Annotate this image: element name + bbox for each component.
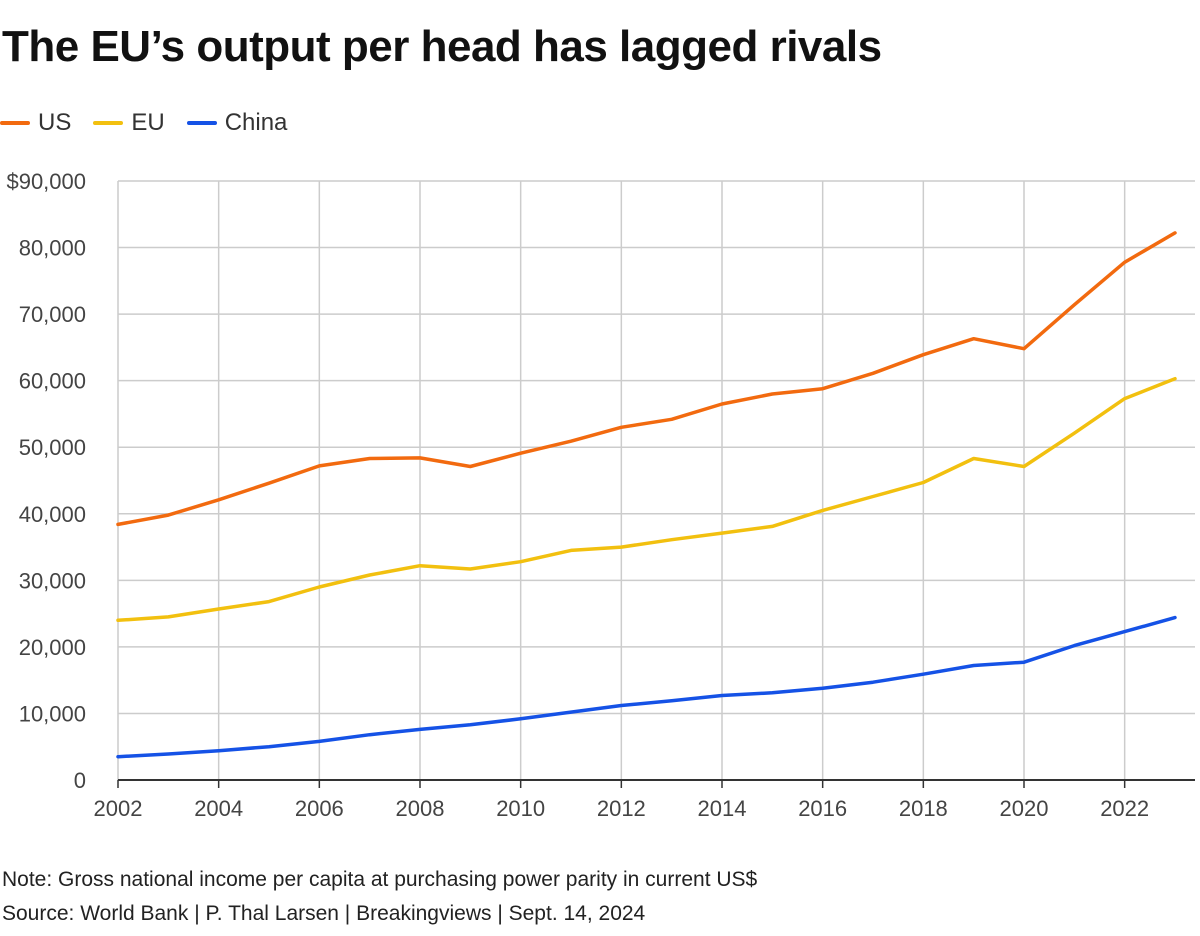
y-tick-label: 10,000 xyxy=(19,701,86,726)
x-tick-label: 2008 xyxy=(396,796,445,821)
series-line-china xyxy=(116,615,1177,759)
x-tick-label: 2016 xyxy=(798,796,847,821)
y-tick-label: 50,000 xyxy=(19,435,86,460)
x-tick-label: 2010 xyxy=(496,796,545,821)
series-line-us xyxy=(116,231,1177,527)
legend-swatch-us xyxy=(0,121,30,125)
chart-title: The EU’s output per head has lagged riva… xyxy=(2,22,882,71)
chart-source: Source: World Bank | P. Thal Larsen | Br… xyxy=(2,902,646,925)
y-tick-label: 20,000 xyxy=(19,635,86,660)
x-tick-label: 2004 xyxy=(194,796,243,821)
y-tick-label: 0 xyxy=(74,768,86,793)
y-tick-label: 70,000 xyxy=(19,302,86,327)
y-tick-label: 60,000 xyxy=(19,369,86,394)
legend-swatch-china xyxy=(186,121,217,125)
x-tick-label: 2022 xyxy=(1100,796,1149,821)
series-line-eu xyxy=(116,376,1177,623)
legend-label-us: US xyxy=(38,109,72,136)
legend-label-eu: EU xyxy=(131,109,165,136)
x-tick-label: 2006 xyxy=(295,796,344,821)
y-tick-label: $90,000 xyxy=(6,169,86,194)
legend-item-eu: EU xyxy=(93,109,165,137)
x-tick-label: 2014 xyxy=(698,796,747,821)
line-chart: 0 10,000 20,000 30,000 40,000 50,000 60,000 70,… xyxy=(6,169,1195,821)
x-tick-label: 2020 xyxy=(1000,796,1049,821)
legend: US EU China xyxy=(0,108,287,138)
legend-item-us: US xyxy=(0,109,71,137)
y-tick-label: 80,000 xyxy=(19,236,86,261)
chart-note: Note: Gross national income per capita a… xyxy=(2,868,758,891)
y-tick-label: 30,000 xyxy=(19,568,86,593)
y-tick-label: 40,000 xyxy=(19,502,86,527)
legend-item-china: China xyxy=(186,109,288,137)
x-tick-label: 2012 xyxy=(597,796,646,821)
legend-swatch-eu xyxy=(93,121,124,125)
x-tick-label: 2002 xyxy=(94,796,143,821)
legend-label-china: China xyxy=(224,109,288,136)
x-tick-label: 2018 xyxy=(899,796,948,821)
